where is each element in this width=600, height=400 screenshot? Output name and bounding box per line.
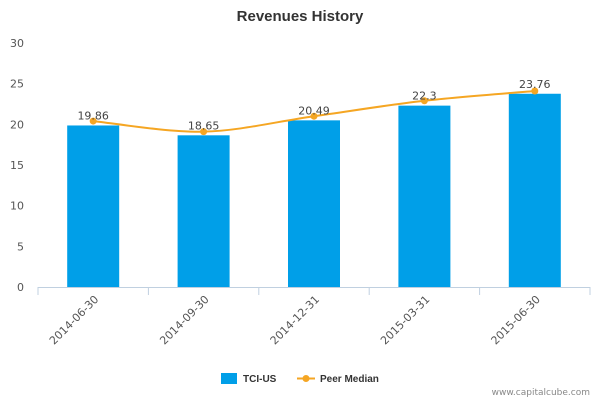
- line-series: [89, 87, 539, 136]
- bar: [398, 105, 451, 287]
- x-tick-label: 2015-06-30: [489, 293, 543, 347]
- bar-data-label: 18.65: [188, 119, 220, 132]
- y-tick-label: 5: [17, 240, 24, 253]
- x-tick-label: 2015-03-31: [378, 293, 432, 347]
- x-tick-label: 2014-06-30: [47, 293, 101, 347]
- bar: [508, 93, 561, 287]
- legend-label-peer-median: Peer Median: [320, 374, 379, 385]
- bar: [288, 120, 340, 288]
- legend-label-tci: TCI-US: [243, 374, 277, 385]
- chart-title: Revenues History: [237, 8, 364, 25]
- peer-median-point: [200, 128, 208, 136]
- peer-median-point: [89, 117, 97, 125]
- bar: [67, 125, 120, 287]
- bar-data-label: 20.49: [298, 104, 330, 117]
- peer-median-point: [310, 112, 318, 120]
- legend-swatch-point: [302, 375, 310, 382]
- x-tick-label: 2014-12-31: [268, 293, 322, 347]
- bar-data-label: 23.76: [519, 78, 551, 91]
- peer-median-point: [531, 87, 539, 95]
- y-tick-label: 30: [10, 37, 24, 50]
- y-tick-label: 25: [10, 78, 24, 91]
- y-tick-label: 10: [10, 200, 24, 213]
- legend-swatch-bar: [221, 373, 237, 384]
- legend[interactable]: TCI-US Peer Median: [221, 373, 379, 385]
- y-tick-label: 15: [10, 159, 24, 172]
- y-axis: 0 5 10 15 20 25 30: [10, 37, 24, 294]
- bar-data-label: 22.3: [412, 90, 437, 103]
- data-labels: 19.86 18.65 20.49 22.3 23.76: [77, 78, 550, 133]
- bar: [177, 135, 230, 287]
- credit-text: www.capitalcube.com: [492, 388, 590, 398]
- bar-series: [67, 93, 561, 288]
- x-axis: 2014-06-30 2014-09-30 2014-12-31 2015-03-31…: [37, 287, 591, 347]
- y-tick-label: 20: [10, 118, 24, 131]
- bar-data-label: 19.86: [77, 109, 109, 122]
- y-tick-label: 0: [17, 281, 24, 294]
- x-tick-label: 2014-09-30: [157, 293, 211, 347]
- peer-median-point: [420, 97, 428, 105]
